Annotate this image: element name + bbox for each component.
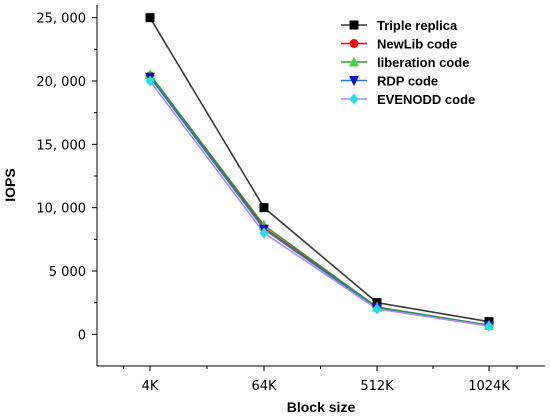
x-axis-title: Block size bbox=[287, 399, 356, 415]
y-tick-label: 20, 000 bbox=[36, 75, 86, 90]
legend-marker-0 bbox=[349, 20, 359, 30]
series-line-1 bbox=[149, 75, 490, 327]
axes bbox=[96, 5, 545, 367]
series-4-point bbox=[484, 320, 494, 332]
series-line-2 bbox=[149, 74, 490, 327]
y-tick-label: 5 000 bbox=[49, 265, 86, 280]
x-tick-label: 512K bbox=[360, 379, 394, 394]
series-0-point bbox=[259, 203, 269, 213]
series-4-point bbox=[145, 75, 155, 87]
series-line-4 bbox=[149, 80, 490, 327]
legend-label-3: RDP code bbox=[377, 74, 438, 89]
series-line-0 bbox=[149, 17, 490, 323]
series-4-point bbox=[259, 227, 269, 239]
series-line-3 bbox=[149, 76, 490, 327]
series-markers bbox=[145, 13, 494, 332]
legend: Triple replica NewLib code liberation code… bbox=[341, 18, 475, 107]
legend-label-4: EVENODD code bbox=[377, 92, 475, 107]
legend-marker-3 bbox=[349, 76, 359, 86]
legend-marker-4 bbox=[349, 93, 359, 105]
legend-label-2: liberation code bbox=[377, 55, 469, 70]
x-tick-label: 1024K bbox=[468, 379, 510, 394]
y-tick-label: 10, 000 bbox=[36, 202, 86, 217]
y-tick-label: 15, 000 bbox=[36, 138, 86, 153]
x-ticks: 4K 64K 512K 1024K bbox=[123, 366, 518, 394]
series-0-point bbox=[145, 13, 155, 23]
y-ticks: 0 5 000 10, 000 15, 000 20, 000 25, 000 bbox=[36, 12, 97, 343]
legend-label-0: Triple replica bbox=[377, 18, 458, 33]
legend-marker-1 bbox=[349, 39, 359, 48]
x-tick-label: 64K bbox=[251, 379, 277, 394]
x-tick-label: 4K bbox=[142, 379, 159, 394]
y-axis-title: IOPS bbox=[2, 168, 18, 201]
y-tick-label: 25, 000 bbox=[36, 12, 86, 27]
series-lines bbox=[149, 17, 490, 327]
legend-marker-2 bbox=[349, 56, 359, 67]
series-4-point bbox=[372, 303, 382, 315]
legend-label-1: NewLib code bbox=[377, 37, 457, 52]
y-tick-label: 0 bbox=[78, 328, 86, 343]
